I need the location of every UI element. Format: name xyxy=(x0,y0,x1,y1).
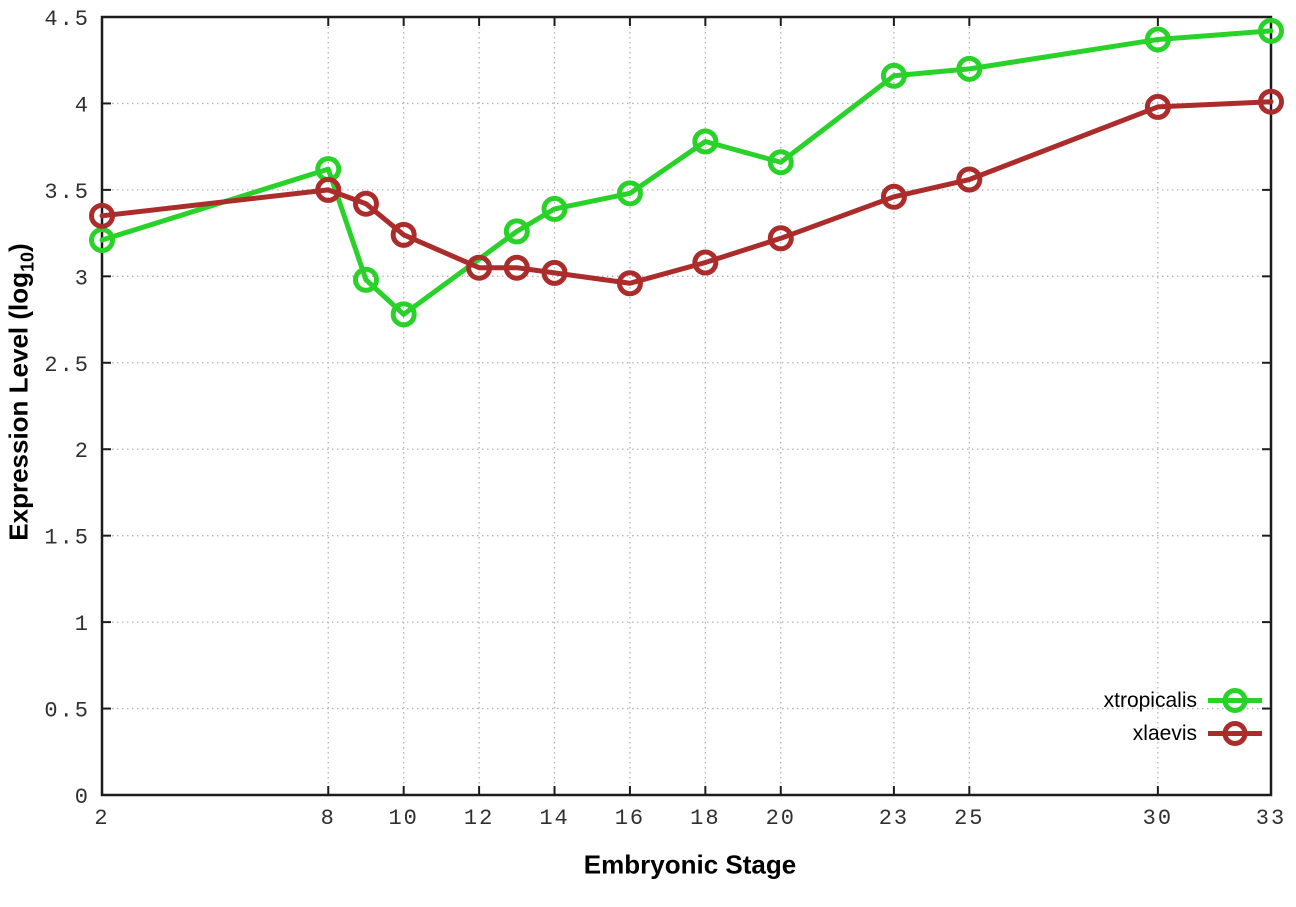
x-tick-label: 23 xyxy=(879,806,909,831)
data-point-marker-xlaevis xyxy=(541,259,568,286)
y-tick-label: 0.5 xyxy=(44,699,90,724)
plot-border xyxy=(100,15,1273,797)
data-point-marker-xlaevis xyxy=(352,190,379,217)
data-point-marker-xlaevis xyxy=(956,166,983,193)
x-tick-label: 14 xyxy=(539,806,569,831)
data-point-marker-xtropicalis xyxy=(390,301,417,328)
x-tick-label: 33 xyxy=(1256,806,1286,831)
x-tick-label: 20 xyxy=(766,806,796,831)
legend-label-xtropicalis: xtropicalis xyxy=(1103,689,1197,712)
x-tick-label: 18 xyxy=(690,806,720,831)
data-point-marker-xlaevis xyxy=(616,270,643,297)
legend-label-xlaevis: xlaevis xyxy=(1132,722,1197,745)
x-tick-label: 16 xyxy=(615,806,645,831)
y-tick-label: 1.5 xyxy=(44,526,90,551)
y-axis-title: Expression Level (log10) xyxy=(3,243,38,540)
data-point-marker-xlaevis xyxy=(880,183,907,210)
data-point-marker-xtropicalis xyxy=(352,266,379,293)
data-point-marker-xlaevis xyxy=(1258,88,1284,115)
data-point-marker-xlaevis xyxy=(89,202,115,229)
data-point-marker-xlaevis xyxy=(315,176,342,203)
data-point-marker-xtropicalis xyxy=(880,62,907,89)
data-point-marker-xlaevis xyxy=(390,221,417,248)
y-axis-title-suffix: ) xyxy=(3,243,34,252)
data-point-marker-xtropicalis xyxy=(692,128,719,155)
legend-sample-xlaevis xyxy=(1208,721,1262,746)
y-tick-label: 4.5 xyxy=(44,7,90,32)
data-point-marker-xtropicalis xyxy=(541,195,568,222)
legend-sample-xtropicalis xyxy=(1208,688,1262,713)
y-tick-label: 4 xyxy=(75,93,90,118)
data-point-marker-xlaevis xyxy=(503,254,530,281)
x-tick-label: 12 xyxy=(464,806,494,831)
x-tick-label: 25 xyxy=(954,806,984,831)
x-tick-label: 2 xyxy=(94,806,109,831)
y-tick-label: 2 xyxy=(75,439,90,464)
data-point-marker-xlaevis xyxy=(466,254,493,281)
y-axis-title-text: Expression Level (log xyxy=(3,271,34,541)
data-point-marker-xlaevis xyxy=(1144,93,1171,120)
legend-item-xlaevis: xlaevis xyxy=(1104,720,1264,747)
data-point-marker-xtropicalis xyxy=(503,218,530,245)
data-point-marker-xtropicalis xyxy=(89,227,115,254)
y-tick-label: 1 xyxy=(75,612,90,637)
data-point-marker-xtropicalis xyxy=(767,149,794,176)
data-point-marker-xlaevis xyxy=(767,225,794,252)
x-axis-title-text: Embryonic Stage xyxy=(583,849,797,880)
y-tick-label: 0 xyxy=(75,785,90,810)
series-line-xlaevis xyxy=(99,99,1274,286)
y-axis-title-subscript: 10 xyxy=(17,251,38,272)
data-point-marker-xtropicalis xyxy=(1258,17,1284,44)
y-tick-label: 3 xyxy=(75,266,90,291)
data-point-marker-xtropicalis xyxy=(616,180,643,207)
x-tick-label: 30 xyxy=(1143,806,1173,831)
series-line-xtropicalis xyxy=(99,28,1274,317)
data-point-marker-xlaevis xyxy=(692,249,719,276)
legend: xtropicalis xlaevis xyxy=(1104,687,1264,753)
x-tick-label: 8 xyxy=(321,806,336,831)
y-tick-label: 3.5 xyxy=(44,180,90,205)
x-axis-title: Embryonic Stage xyxy=(584,850,796,881)
x-tick-label: 10 xyxy=(388,806,418,831)
legend-item-xtropicalis: xtropicalis xyxy=(1104,687,1264,714)
y-tick-label: 2.5 xyxy=(44,353,90,378)
data-point-marker-xtropicalis xyxy=(956,55,983,82)
data-point-marker-xtropicalis xyxy=(1144,26,1171,53)
